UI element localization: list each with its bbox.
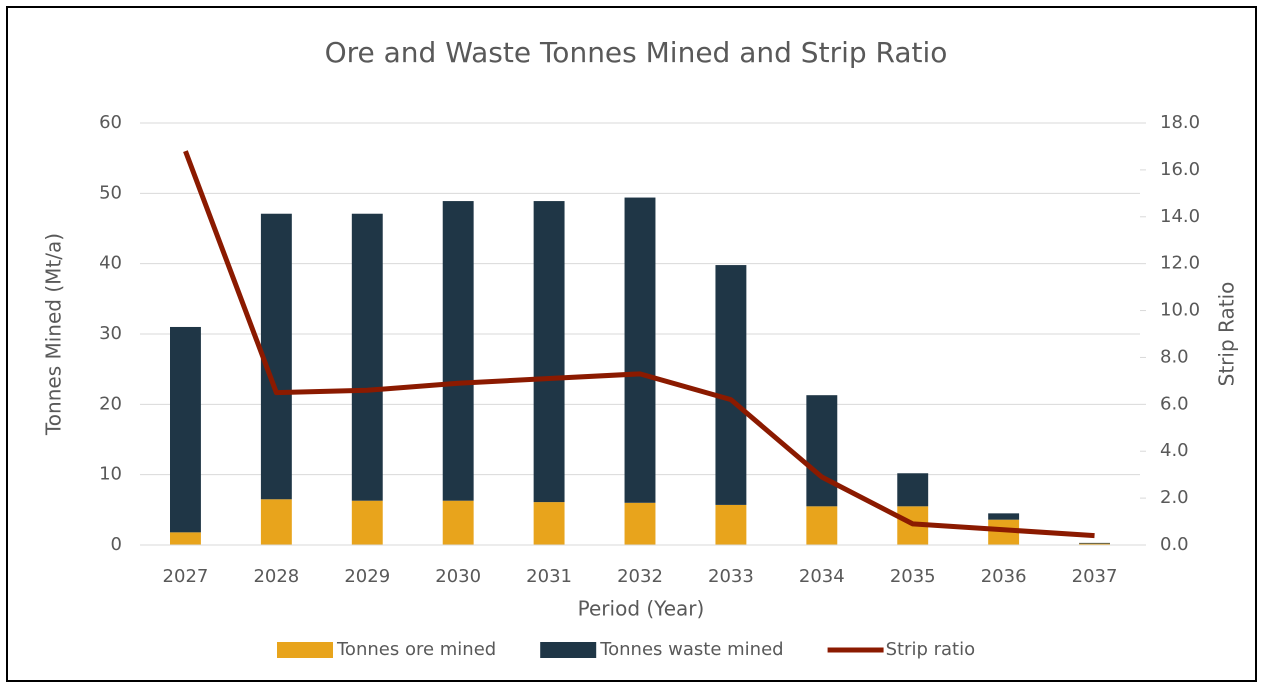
bar-segment — [897, 473, 929, 507]
bar-segment — [624, 197, 656, 503]
y2-tick-label: 18.0 — [1160, 112, 1200, 133]
bar-segment — [988, 513, 1020, 520]
legend-swatch — [277, 642, 333, 658]
y-tick-label: 30 — [99, 323, 122, 344]
x-tick-label: 2035 — [890, 566, 936, 587]
legend-label: Strip ratio — [886, 639, 976, 660]
y2-tick-label: 16.0 — [1160, 159, 1200, 180]
y2-tick-label: 6.0 — [1160, 393, 1189, 414]
y-tick-label: 40 — [99, 253, 122, 274]
bar-segment — [442, 500, 474, 545]
x-tick-label: 2036 — [981, 566, 1027, 587]
bar-segment — [170, 532, 201, 545]
bar-segment — [715, 265, 747, 505]
x-tick-label: 2028 — [253, 566, 299, 587]
y-tick-label: 10 — [99, 464, 122, 485]
legend-label: Tonnes ore mined — [336, 639, 496, 660]
bar-segment — [260, 499, 292, 545]
x-tick-label: 2034 — [799, 566, 845, 587]
bar-segment — [533, 201, 565, 503]
x-tick-label: 2031 — [526, 566, 572, 587]
bar-segment — [533, 502, 565, 545]
bar-segment — [806, 506, 838, 545]
x-tick-label: 2027 — [163, 566, 209, 587]
legend-swatch — [540, 642, 597, 658]
bar-segment — [170, 326, 201, 533]
y-tick-label: 20 — [99, 393, 122, 414]
bar-segment — [442, 201, 474, 501]
x-tick-label: 2033 — [708, 566, 754, 587]
y2-tick-label: 4.0 — [1160, 440, 1189, 461]
y2-tick-label: 0.0 — [1160, 534, 1189, 555]
bar-segment — [351, 500, 383, 545]
chart-title: Ore and Waste Tonnes Mined and Strip Rat… — [325, 36, 948, 69]
y2-axis-label: Strip Ratio — [1215, 282, 1239, 387]
y-tick-label: 0 — [111, 534, 122, 555]
y2-tick-label: 10.0 — [1160, 300, 1200, 321]
bar-segment — [260, 213, 292, 500]
line-series — [183, 150, 1095, 539]
bar-segment — [715, 504, 747, 545]
y2-tick-label: 2.0 — [1160, 487, 1189, 508]
bar-segment — [806, 395, 838, 507]
y-tick-label: 50 — [99, 182, 122, 203]
y-axis-label: Tonnes Mined (Mt/a) — [42, 233, 66, 436]
bar-segment — [1079, 543, 1110, 545]
legend-label: Tonnes waste mined — [599, 639, 783, 660]
bar-segment — [624, 502, 656, 545]
y-tick-label: 60 — [99, 112, 122, 133]
y2-tick-label: 12.0 — [1160, 253, 1200, 274]
x-tick-label: 2032 — [617, 566, 663, 587]
y2-tick-label: 14.0 — [1160, 206, 1200, 227]
x-tick-label: 2037 — [1072, 566, 1118, 587]
x-tick-label: 2030 — [435, 566, 481, 587]
y2-tick-label: 8.0 — [1160, 346, 1189, 367]
bar-segment — [1079, 542, 1110, 544]
x-tick-label: 2029 — [344, 566, 390, 587]
x-axis-label: Period (Year) — [578, 597, 705, 621]
bar-segment — [351, 213, 383, 501]
